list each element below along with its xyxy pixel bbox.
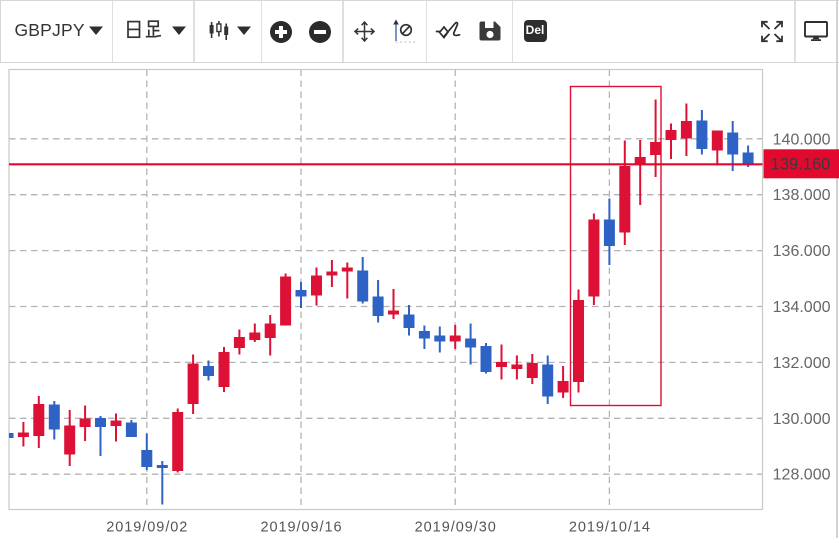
- svg-text:128.000: 128.000: [773, 467, 831, 484]
- svg-text:2019/09/30: 2019/09/30: [415, 520, 497, 536]
- svg-text:132.000: 132.000: [773, 355, 831, 372]
- svg-text:138.000: 138.000: [773, 187, 831, 204]
- svg-text:136.000: 136.000: [773, 243, 831, 260]
- svg-text:130.000: 130.000: [773, 411, 831, 428]
- svg-text:2019/09/02: 2019/09/02: [106, 520, 188, 536]
- svg-text:134.000: 134.000: [773, 299, 831, 316]
- svg-text:140.000: 140.000: [773, 131, 831, 148]
- svg-text:2019/09/16: 2019/09/16: [260, 520, 342, 536]
- svg-text:139.160: 139.160: [771, 156, 831, 174]
- svg-text:2019/10/14: 2019/10/14: [569, 520, 651, 536]
